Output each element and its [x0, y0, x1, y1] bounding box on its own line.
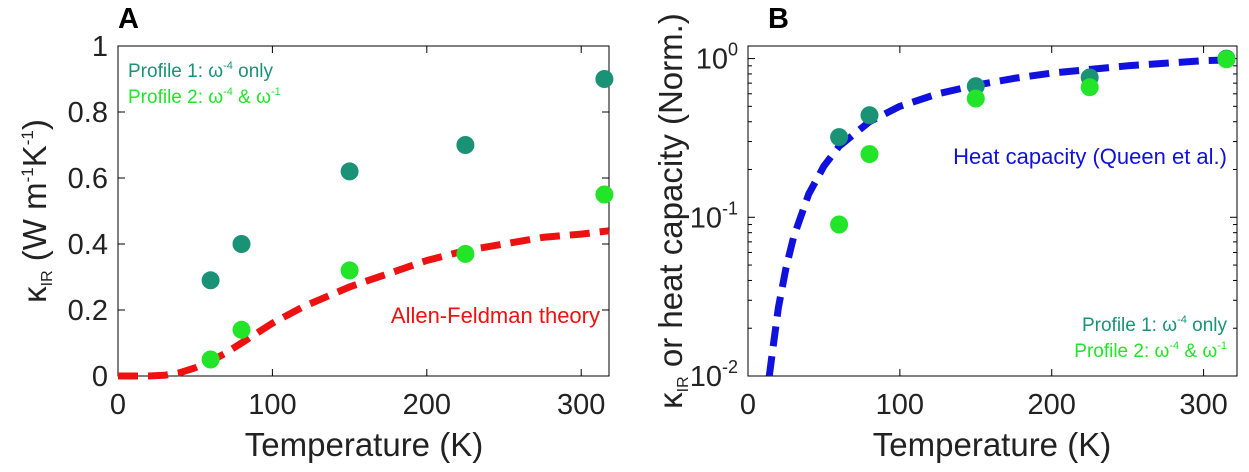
series-2-point — [456, 244, 475, 263]
series-1-point — [595, 70, 614, 88]
panel-b-ylabel: κIR or heat capacity (Norm.) — [652, 13, 692, 409]
series-2-point — [966, 89, 985, 108]
series-1-point — [830, 128, 849, 147]
panel-b-frame — [747, 45, 1238, 377]
panel-b-xlabel: Temperature (K) — [873, 426, 1111, 463]
x-tick-label: 200 — [403, 389, 451, 421]
panel-b-annotation: Heat capacity (Queen et al.) — [953, 144, 1227, 169]
panel-b-points — [830, 49, 1236, 234]
y-tick-label: 0.8 — [68, 97, 108, 129]
x-tick-label: 200 — [1028, 389, 1076, 421]
series-1-point — [966, 77, 985, 96]
x-tick-label: 0 — [110, 389, 126, 421]
y-tick-label: 10-2 — [690, 357, 738, 393]
y-tick-label: 10-1 — [690, 198, 738, 234]
panel-a-frame — [117, 45, 610, 377]
panel-b-legend-profile-2: Profile 2: ω-4 & ω-1 — [1074, 340, 1227, 362]
y-tick-label: 100 — [696, 40, 738, 76]
panel-a-legend: Profile 1: ω-4 only Profile 2: ω-4 & ω-1 — [128, 60, 281, 108]
panel-b-legend: Profile 1: ω-4 only Profile 2: ω-4 & ω-1 — [1074, 314, 1227, 362]
y-tick-label: 1 — [92, 31, 108, 63]
y-tick-label: 0.6 — [68, 163, 108, 195]
panel-a-points — [201, 70, 614, 369]
panel-a-ylabel: κIR (W m-1K-1) — [16, 119, 56, 303]
panel-b-label: B — [768, 3, 789, 35]
x-tick-label: 0 — [740, 389, 756, 421]
series-2-point — [830, 215, 849, 234]
series-2-point — [860, 145, 879, 164]
y-tick-label: 0 — [92, 361, 108, 393]
series-2-point — [340, 261, 359, 280]
series-1-point — [340, 162, 359, 181]
series-1-point — [232, 235, 251, 253]
panel-a-annotation: Allen-Feldman theory — [391, 303, 600, 328]
series-2-point — [1080, 78, 1099, 97]
panel-b-legend-profile-1: Profile 1: ω-4 only — [1082, 314, 1228, 336]
panel-a-label: A — [118, 3, 139, 35]
series-1-point — [860, 106, 879, 125]
panel-a-ticks: 0 100 200 300 0 0.2 0.4 0.6 0.8 1 — [68, 31, 609, 421]
x-tick-label: 100 — [876, 389, 924, 421]
series-2-point — [201, 350, 220, 369]
panel-a-theory-curve — [118, 227, 610, 380]
x-tick-label: 300 — [1179, 389, 1227, 421]
series-1-point — [456, 136, 475, 154]
y-tick-label: 0.4 — [68, 229, 108, 261]
y-tick-label: 0.2 — [68, 295, 108, 327]
x-tick-label: 300 — [557, 389, 605, 421]
series-1-point — [201, 271, 220, 290]
series-2-point — [595, 185, 614, 204]
x-tick-label: 100 — [248, 389, 296, 421]
series-line-2 — [118, 227, 610, 380]
panel-a-legend-profile-1: Profile 1: ω-4 only — [128, 60, 274, 82]
series-2-point — [232, 320, 251, 339]
series-2-point — [1217, 50, 1236, 69]
panel-a-legend-profile-2: Profile 2: ω-4 & ω-1 — [128, 86, 281, 108]
panel-a-xlabel: Temperature (K) — [245, 426, 483, 463]
panel-b-ticks: 0 100 200 300 10-2 10-1 100 — [690, 40, 1237, 421]
panel-a: A 0 100 200 300 0 0.2 0.4 0.6 0.8 1 Temperature (… — [16, 3, 614, 463]
